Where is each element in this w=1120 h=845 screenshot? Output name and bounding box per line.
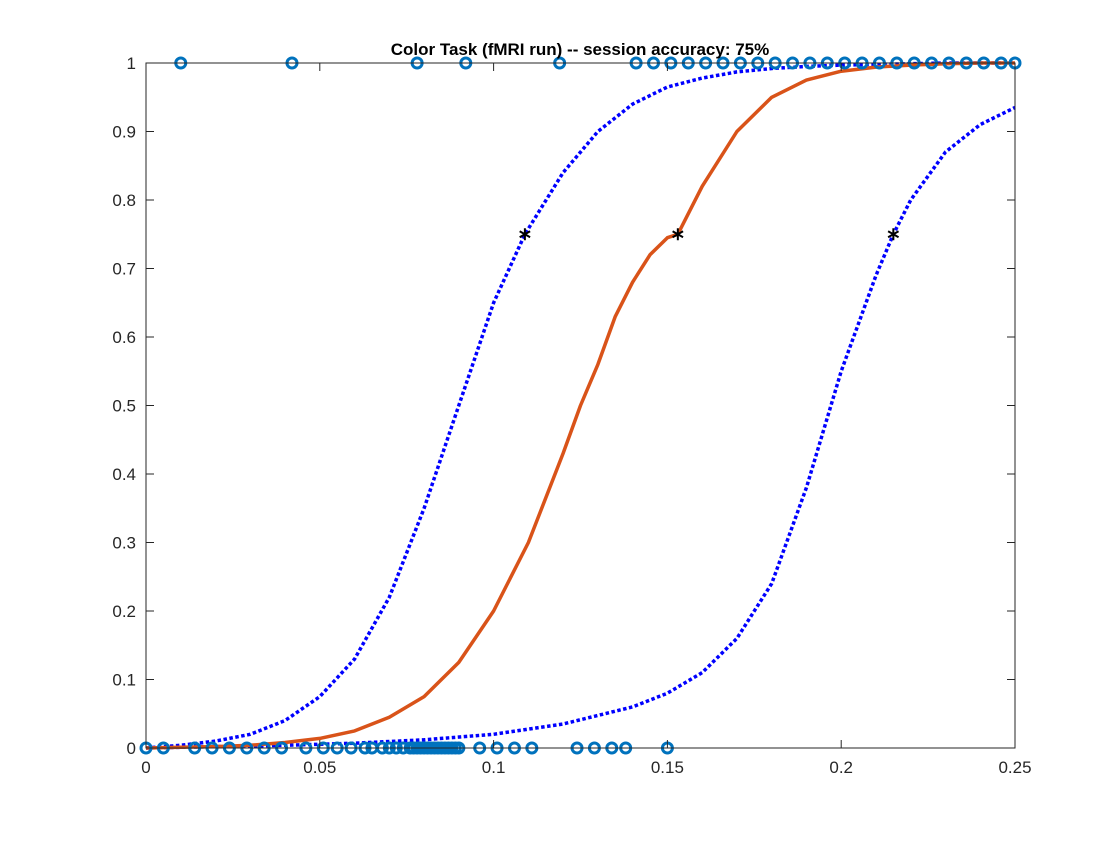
y-tick-label: 1 xyxy=(127,54,136,73)
threshold-marker-stroke xyxy=(519,230,531,239)
ticks-layer: 0 0.05 0.1 0.15 0.2 0.25 0 0.1 0.2 0.3 0.4 0.5 0.6 0.… xyxy=(112,54,1031,777)
upper-bound-curve xyxy=(145,105,1016,750)
x-tick-label: 0.2 xyxy=(829,758,853,777)
x-tick-label: 0.05 xyxy=(303,758,336,777)
lower-bound-curve xyxy=(145,61,1015,750)
y-tick-label: 0.7 xyxy=(112,260,136,279)
x-tick-label: 0.15 xyxy=(651,758,684,777)
x-tick-label: 0 xyxy=(141,758,150,777)
x-tick-label: 0.1 xyxy=(482,758,506,777)
threshold-marker-stroke xyxy=(672,230,684,239)
threshold-marker-stroke xyxy=(887,230,900,239)
fit-curve xyxy=(145,61,1015,750)
curves-layer xyxy=(145,61,1016,750)
x-tick-label: 0.25 xyxy=(998,758,1031,777)
y-tick-label: 0.6 xyxy=(112,328,136,347)
y-tick-label: 0.2 xyxy=(112,602,136,621)
y-tick-label: 0.4 xyxy=(112,465,136,484)
y-tick-label: 0 xyxy=(127,739,136,758)
threshold-marker xyxy=(519,228,531,241)
y-tick-label: 0.5 xyxy=(112,397,136,416)
threshold-marker xyxy=(887,228,900,241)
y-tick-label: 0.1 xyxy=(112,671,136,690)
y-tick-label: 0.3 xyxy=(112,534,136,553)
y-tick-label: 0.8 xyxy=(112,191,136,210)
chart-title: Color Task (fMRI run) -- session accurac… xyxy=(391,40,770,59)
threshold-marker xyxy=(672,228,684,241)
y-tick-label: 0.9 xyxy=(112,123,136,142)
